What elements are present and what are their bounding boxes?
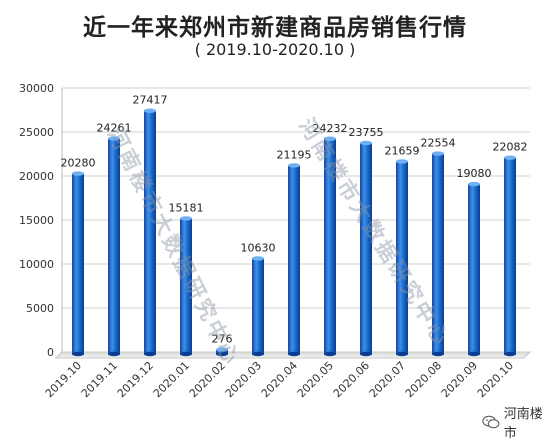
bar	[432, 153, 444, 354]
x-tick-label: 2020.08	[403, 359, 444, 400]
x-tick-label: 2019.11	[79, 359, 120, 400]
bar-cap	[108, 136, 120, 141]
x-tick-label: 2020.04	[259, 359, 300, 400]
bar	[324, 138, 336, 354]
data-label: 10630	[241, 241, 276, 254]
data-label: 24232	[313, 122, 348, 135]
y-tick-label: 25000	[19, 126, 54, 139]
data-label: 23755	[349, 126, 384, 139]
bar	[144, 110, 156, 354]
bar	[180, 218, 192, 354]
y-tick-label: 5000	[26, 302, 54, 315]
y-tick-label: 10000	[19, 258, 54, 271]
bar-base	[396, 351, 408, 357]
x-tick-label: 2020.10	[475, 359, 516, 400]
bar-base	[288, 351, 300, 357]
bar-base	[144, 351, 156, 357]
x-tick-label: 2020.05	[295, 359, 336, 400]
x-tick-label: 2020.09	[439, 359, 480, 400]
x-tick-label: 2019.12	[115, 359, 156, 400]
y-tick-label: 30000	[19, 82, 54, 95]
data-label: 21195	[277, 148, 312, 161]
data-label: 276	[212, 333, 233, 346]
data-label: 22554	[421, 137, 456, 150]
bar-base	[468, 351, 480, 357]
y-tick-label: 15000	[19, 214, 54, 227]
data-label: 27417	[133, 94, 168, 107]
bar-cap	[144, 108, 156, 113]
logo: 河南楼市	[482, 403, 550, 441]
bar-cap	[432, 151, 444, 156]
x-tick-label: 2020.07	[367, 359, 408, 400]
bar-cap	[360, 140, 372, 146]
bar-base	[180, 351, 192, 357]
bar-base	[252, 351, 264, 357]
bar-cap	[504, 155, 516, 160]
bar	[72, 173, 84, 354]
x-tick-label: 2020.06	[331, 359, 372, 400]
wechat-icon	[482, 415, 500, 429]
bar	[396, 161, 408, 354]
bar-base	[360, 351, 372, 357]
bar-cap	[468, 181, 480, 187]
bar-base	[432, 351, 444, 357]
chart-title: 近一年来郑州市新建商品房销售行情	[83, 15, 467, 41]
logo-text: 河南楼市	[503, 407, 543, 441]
bar	[360, 142, 372, 354]
data-label: 15181	[169, 201, 204, 214]
bar-cap	[180, 216, 192, 221]
bar-cap	[72, 171, 84, 176]
bar-base	[216, 351, 228, 357]
data-label: 24261	[97, 122, 132, 135]
bar-cap	[216, 347, 228, 352]
data-label: 19080	[457, 167, 492, 180]
bar-base	[504, 351, 516, 357]
bar-base	[324, 351, 336, 357]
x-tick-label: 2019.10	[43, 359, 84, 400]
bar-cap	[324, 136, 336, 141]
bar-cap	[288, 163, 300, 168]
bar-cap	[252, 256, 264, 261]
bar-base	[72, 351, 84, 357]
data-label: 21659	[385, 144, 420, 157]
bar	[468, 184, 480, 354]
chart-subtitle: ( 2019.10-2020.10 )	[194, 40, 356, 59]
bar	[216, 349, 228, 354]
bar	[252, 258, 264, 354]
bar-base	[108, 351, 120, 357]
y-tick-label: 0	[47, 346, 54, 359]
bar-cap	[396, 159, 408, 164]
x-tick-label: 2020.01	[151, 359, 192, 400]
bar	[288, 165, 300, 354]
data-label: 22082	[493, 141, 528, 154]
data-label: 20280	[61, 157, 96, 170]
bar	[504, 157, 516, 354]
y-tick-label: 20000	[19, 170, 54, 183]
bar	[108, 138, 120, 354]
